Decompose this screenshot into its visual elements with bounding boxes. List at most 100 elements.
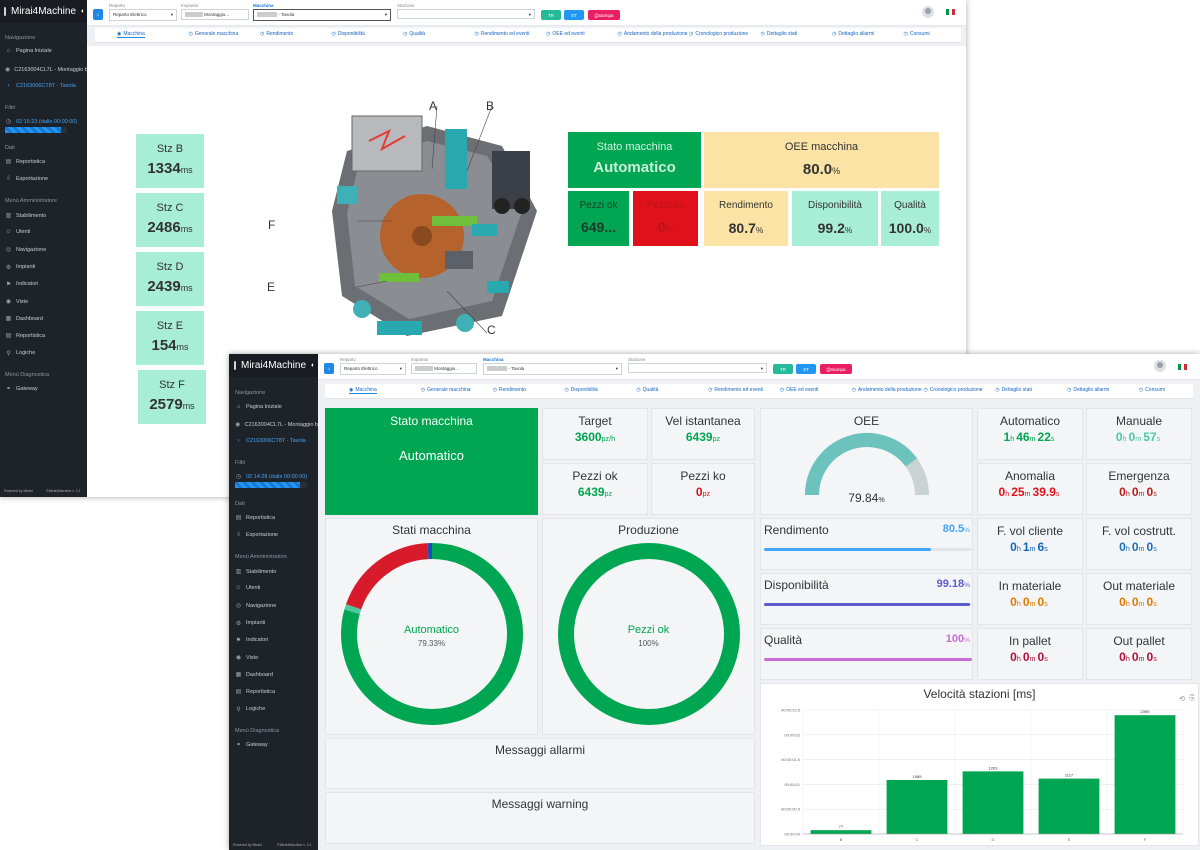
tab-4[interactable]: ◷ Qualità (636, 387, 659, 393)
time-filter[interactable]: ◷ 02:15:23 (dalle 00:00:00) (5, 118, 78, 126)
sidebar-item-viste[interactable]: ◉ Viste (235, 654, 259, 662)
macchina-select[interactable]: Macchina xxxxxxxxx - Tavola ▾ (253, 3, 391, 21)
sidebar-item-esportazione[interactable]: ⇩ Esportazione (235, 531, 279, 539)
tab-0[interactable]: ◉ Macchina (349, 387, 377, 394)
tab-5[interactable]: ◷ Rendimento ed eventi (708, 387, 764, 393)
home-button[interactable]: ⌂ (324, 363, 334, 374)
tab-icon: ◷ (546, 31, 551, 37)
kpi-qual-card: Qualità 100% (760, 628, 973, 680)
stazione-select[interactable]: Stazione ▾ (397, 3, 535, 19)
reparto-select[interactable]: Reparto Reparto Elettrico ▾ (109, 3, 177, 21)
macchina-select[interactable]: Macchina xxxxxxxxx - Tavola ▾ (483, 357, 622, 375)
flag-icon[interactable] (946, 9, 955, 15)
tr-button[interactable]: TR (773, 364, 793, 374)
home-button[interactable]: ⌂ (93, 9, 103, 20)
sidebar-item-gateway[interactable]: ⚭ Gateway (235, 741, 268, 749)
tab-1[interactable]: ◷ Generale macchina (188, 31, 239, 37)
tab-8[interactable]: ◷ Cronologico produzione (923, 387, 983, 393)
tab-9[interactable]: ◷ Dettaglio stati (995, 387, 1032, 393)
sidebar-item-logiche[interactable]: ⚲ Logiche (6, 350, 36, 357)
stazione-select[interactable]: Stazione ▾ (628, 357, 767, 373)
tab-icon: ◷ (636, 387, 641, 393)
diag-title: Menù Diagnostica (5, 372, 50, 378)
time-filter[interactable]: ◷ 02:14:28 (dalle 00:00:00) (235, 473, 308, 481)
tab-6[interactable]: ◷ OEE ed eventi (546, 31, 585, 37)
refresh-icon[interactable]: ⟲ (1179, 696, 1185, 703)
stati-donut (341, 543, 523, 725)
clock-icon: ◷ (235, 474, 242, 480)
save-icon[interactable]: ⎘ (1189, 695, 1195, 702)
sidebar-item-logiche[interactable]: ⚲ Logiche (236, 706, 266, 713)
tab-8[interactable]: ◷ Cronologico produzione (689, 31, 749, 37)
sidebar-item-navigazione[interactable]: ◎ Navigazione (5, 246, 47, 254)
sidebar-item-utenti[interactable]: ☺ Utenti (235, 585, 261, 592)
tab-10[interactable]: ◷ Dettaglio allarmi (1067, 387, 1110, 393)
st-button[interactable]: ST (796, 364, 816, 374)
tab-6[interactable]: ◷ OEE ed eventi (779, 387, 819, 393)
sidebar-item-home[interactable]: ⌂ Pagina Iniziale (6, 48, 52, 54)
sidebar-item-viste[interactable]: ◉ Viste (5, 298, 29, 306)
tr-button[interactable]: TR (541, 10, 561, 20)
sidebar-item-site[interactable]: ◉ C2163004CL7L - Montaggio b (5, 66, 87, 74)
print-button[interactable]: ⎙ Stampa (820, 364, 852, 374)
sidebar-item-reportistica[interactable]: ▤ Reportistica (235, 514, 276, 522)
tab-3[interactable]: ◷ Disponibilità (331, 31, 365, 37)
tab-3[interactable]: ◷ Disponibilità (564, 387, 598, 393)
sidebar-item-home[interactable]: ⌂ Pagina Iniziale (236, 404, 282, 410)
tab-9[interactable]: ◷ Dettaglio stati (760, 31, 798, 37)
filters-title: Filtri (235, 460, 246, 466)
sidebar-item-machine[interactable]: › C2163006CT8T - Tavola (5, 83, 85, 89)
tab-4[interactable]: ◷ Qualità (403, 31, 426, 37)
flag-icon[interactable] (1178, 364, 1187, 370)
print-button[interactable]: ⎙ Stampa (588, 10, 620, 20)
sidebar-item-stabilimento[interactable]: ▥ Stabilimento (5, 212, 47, 220)
sidebar-item-reportistica[interactable]: ▤ Reportistica (5, 332, 46, 340)
tab-5[interactable]: ◷ Rendimento ed eventi (474, 31, 530, 37)
back-state-card: Stato macchina Automatico (568, 132, 701, 188)
station-card: Stz C 2486ms (136, 193, 204, 247)
x-tick-label: F (1144, 837, 1147, 842)
st-button[interactable]: ST (564, 10, 584, 20)
sidebar-item-impianti[interactable]: ⚙ Impianti (5, 264, 36, 271)
sidebar-item-machine[interactable]: › C2163006CT8T - Tavola (235, 438, 317, 444)
sidebar-item-indicatori[interactable]: ⚑ Indicatori (235, 637, 269, 644)
timer-card: Automatico 1h 46m 22s (977, 408, 1083, 460)
back-topbar: ⌂ Reparto Reparto Elettrico ▾ Impianto xxxx… (87, 0, 966, 26)
sidebar-item-indicatori[interactable]: ⚑ Indicatori (5, 281, 39, 288)
sidebar-item-navigazione[interactable]: ◎ Navigazione (235, 602, 277, 610)
tab-11[interactable]: ◷ Consumi (903, 31, 930, 37)
sidebar-item-impianti[interactable]: ⚙ Impianti (235, 620, 266, 627)
toggle-icon[interactable]: ◐ (81, 8, 86, 15)
tab-0[interactable]: ◉ Macchina (117, 31, 145, 38)
sidebar-item-dashboard[interactable]: ▦ Dashboard (5, 315, 43, 323)
station-card: Stz B 1334ms (136, 134, 204, 188)
sidebar-item-utenti[interactable]: ☺ Utenti (5, 229, 31, 236)
tab-icon: ◷ (832, 31, 837, 37)
avatar[interactable] (1154, 360, 1166, 372)
tab-7[interactable]: ◷ Andamento della produzione (617, 31, 688, 37)
sidebar-item-esportazione[interactable]: ⇩ Esportazione (5, 175, 49, 183)
timer-card: F. vol cliente 0h 1m 6s (977, 518, 1083, 570)
reparto-select[interactable]: Reparto Reparto Elettrico ▾ (340, 357, 406, 375)
station-card: Stz F 2579ms (138, 370, 206, 424)
tab-icon: ◷ (331, 31, 336, 37)
sidebar-indicatori-icon: ⚑ (235, 637, 242, 644)
tab-1[interactable]: ◷ Generale macchina (420, 387, 471, 393)
avatar[interactable] (922, 6, 934, 18)
tab-11[interactable]: ◷ Consumi (1138, 387, 1165, 393)
sidebar-item-reportistica[interactable]: ▤ Reportistica (235, 688, 276, 696)
tab-2[interactable]: ◷ Rendimento (492, 387, 526, 393)
sidebar-utenti-icon: ☺ (235, 585, 242, 592)
tab-2[interactable]: ◷ Rendimento (260, 31, 294, 37)
sidebar-item-gateway[interactable]: ⚭ Gateway (5, 385, 38, 393)
sidebar-item-dashboard[interactable]: ▦ Dashboard (235, 671, 273, 679)
back-sidebar: Mirai4Machine ◐ Navigazione ⌂ Pagina Iniz… (0, 0, 87, 497)
impianto-select[interactable]: Impianto xxxxxxxx Montaggio... (181, 3, 249, 20)
sidebar-item-stabilimento[interactable]: ▥ Stabilimento (235, 568, 277, 576)
sidebar-item-site[interactable]: ◉ C2163004CL7L - Montaggio b (235, 421, 318, 429)
tab-10[interactable]: ◷ Dettaglio allarmi (832, 31, 875, 37)
tab-7[interactable]: ◷ Andamento della produzione (851, 387, 922, 393)
sidebar-item-reportistica[interactable]: ▤ Reportistica (5, 158, 46, 166)
toggle-icon[interactable]: ◐ (311, 362, 316, 369)
impianto-select[interactable]: Impianto xxxxxxxx Montaggio... (411, 357, 477, 374)
